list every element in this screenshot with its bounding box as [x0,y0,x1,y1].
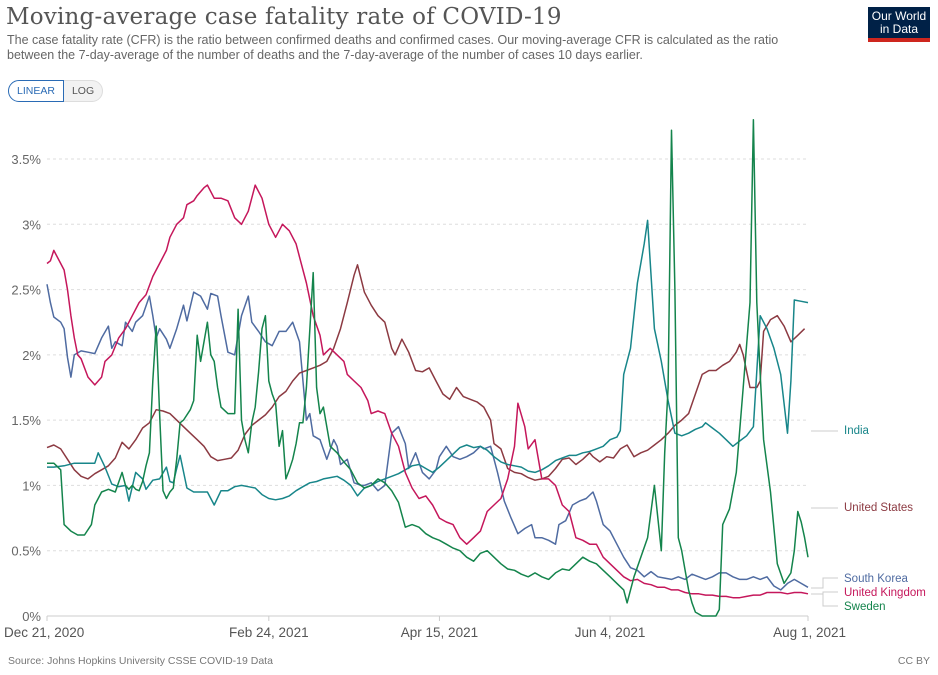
y-tick-label: 1.5% [11,413,41,428]
source-note[interactable]: Source: Johns Hopkins University CSSE CO… [8,655,273,667]
log-scale-button[interactable]: LOG [63,80,104,102]
y-tick-label: 2% [22,348,41,363]
legend-connector [811,577,838,589]
y-tick-label: 2.5% [11,283,41,298]
line-chart: 0% 0.5% 1% 1.5% 2% 2.5% 3% 3.5% Dec 21, 2020 Feb… [4,119,926,640]
owid-logo[interactable]: Our World in Data [868,7,930,42]
series-line-united-states[interactable] [46,264,806,481]
legend-connector [811,593,838,607]
series-line-sweden[interactable] [47,119,809,617]
x-tick-label: Dec 21, 2020 [4,625,84,640]
x-tick-label: Jun 4, 2021 [575,625,646,640]
x-tick-label: Feb 24, 2021 [229,625,309,640]
logo-line-1: Our World [871,9,927,23]
y-tick-label: 0% [22,609,41,624]
x-tick-label: Aug 1, 2021 [773,625,846,640]
y-tick-label: 3.5% [11,152,41,167]
chart-subtitle: The case fatality rate (CFR) is the rati… [7,33,779,62]
y-axis: 0% 0.5% 1% 1.5% 2% 2.5% 3% 3.5% [11,152,41,624]
linear-scale-button[interactable]: LINEAR [8,80,64,102]
chart-title: Moving-average case fatality rate of COV… [6,4,562,30]
legend-label-united-states[interactable]: United States [844,502,913,514]
legend-label-india[interactable]: India [844,425,870,437]
legend-label-south-korea[interactable]: South Korea [844,573,909,585]
series-line-south-korea[interactable] [46,284,809,591]
license-link[interactable]: CC BY [897,655,930,667]
series-line-united-kingdom[interactable] [46,184,809,599]
logo-line-2: in Data [879,21,919,36]
series-lines [46,119,809,617]
x-tick-label: Apr 15, 2021 [401,625,478,640]
scale-toggle: LINEAR LOG [8,80,104,102]
x-axis: Dec 21, 2020 Feb 24, 2021 Apr 15, 2021 Jun … [4,615,846,640]
legend-label-sweden[interactable]: Sweden [844,601,886,613]
gridlines [47,158,808,552]
y-tick-label: 0.5% [11,544,41,559]
y-tick-label: 1% [22,478,41,493]
y-tick-label: 3% [22,217,41,232]
legend-label-united-kingdom[interactable]: United Kingdom [844,587,926,599]
legend: India United States South Korea United King… [811,425,926,613]
